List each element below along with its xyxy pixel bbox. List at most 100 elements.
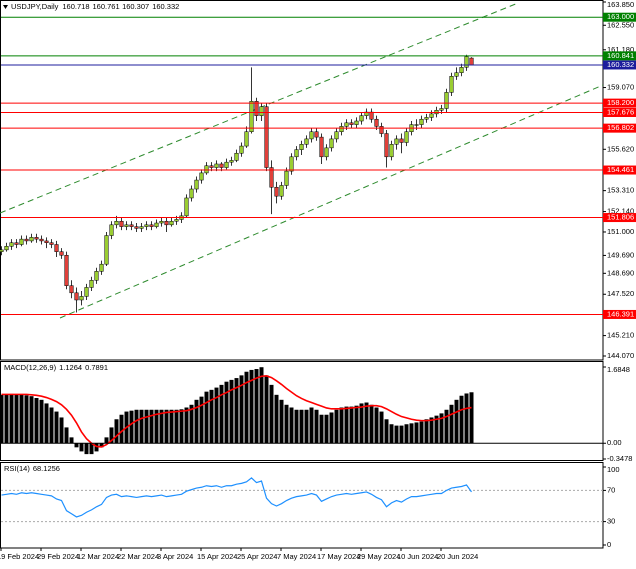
candle-body [164, 220, 169, 226]
macd-header: MACD(12,26,9) 1.1264 0.7891 [4, 363, 108, 372]
histogram-bar [449, 404, 454, 444]
panel: 100 70 30 0 [1, 465, 620, 549]
signal-line [1, 375, 472, 448]
candle-body [104, 235, 109, 265]
level-label: 160.332 [607, 60, 634, 69]
channel-upper [0, 2, 519, 214]
histogram-bar [214, 387, 219, 444]
histogram-bar [274, 394, 279, 444]
candle-body [4, 246, 9, 251]
candle-body [349, 122, 354, 125]
y-tick-label: 152.140 [607, 207, 634, 216]
y-tick-label: 159.070 [607, 83, 634, 92]
chart-title: USDJPY,Daily [11, 2, 59, 11]
macd-title: MACD(12,26,9) [4, 363, 57, 372]
histogram-bar [349, 406, 354, 444]
level-label-box [603, 309, 636, 319]
histogram-bar [369, 404, 374, 444]
candle-body [99, 263, 104, 272]
histogram-bar [159, 409, 164, 444]
histogram-bar [249, 369, 254, 444]
x-tick-label: 7 May 2024 [277, 552, 316, 561]
level-label: 160.841 [607, 51, 634, 60]
y-tick-label: 145.210 [607, 331, 634, 340]
candle-body [399, 138, 404, 143]
histogram-bar [434, 415, 439, 444]
candle-body [249, 101, 254, 133]
candle-body [429, 113, 434, 118]
level-label: 156.802 [607, 123, 634, 132]
histogram-bar [339, 407, 344, 444]
histogram-bar [29, 396, 34, 444]
level-label: 158.200 [607, 98, 634, 107]
candle-body [344, 122, 349, 127]
x-tick-label: 22 Mar 2024 [117, 552, 159, 561]
level-label: 157.676 [607, 107, 634, 116]
histogram-bar [424, 419, 429, 444]
histogram-bar [419, 421, 424, 444]
open-value: 160.718 [62, 2, 89, 11]
histogram-bar [379, 411, 384, 444]
candle-body [254, 101, 259, 116]
histogram-bar [219, 384, 224, 444]
y-tick-label: 144.070 [607, 351, 634, 360]
histogram-bar [319, 414, 324, 444]
histogram-bar [279, 399, 284, 444]
candle-body [379, 126, 384, 134]
histogram-bar [119, 414, 124, 444]
histogram-bar [169, 409, 174, 444]
histogram-bar [149, 409, 154, 444]
level-label-box [603, 60, 636, 70]
histogram-bar [204, 391, 209, 444]
histogram-bar [9, 393, 14, 444]
x-tick-label: 10 Jun 2024 [397, 552, 438, 561]
candle-body [19, 238, 24, 245]
histogram-bar [394, 425, 399, 444]
histogram-bar [254, 369, 259, 444]
histogram-bar [289, 407, 294, 444]
candle-body [279, 185, 284, 197]
candle-body [109, 224, 114, 236]
candle-body [294, 149, 299, 158]
candle-body [234, 152, 239, 161]
y-tick-label: 148.690 [607, 268, 634, 277]
candle-body [319, 136, 324, 158]
candle-body [469, 57, 474, 66]
candle-body [264, 106, 269, 168]
rsi-header: RSI(14) 68.1256 [4, 464, 60, 473]
histogram-bar [464, 393, 469, 444]
histogram-bar [259, 367, 264, 444]
candle-body [459, 67, 464, 73]
level-label-box [603, 12, 636, 22]
candle-body [39, 238, 44, 242]
candle-body [369, 111, 374, 120]
candle-body [149, 224, 154, 227]
candle-body [194, 179, 199, 190]
y-tick-label: 0.00 [607, 438, 622, 447]
x-tick-label: 12 Mar 2024 [77, 552, 119, 561]
candle-body [299, 144, 304, 150]
histogram-bar [134, 409, 139, 444]
candle-body [224, 161, 229, 168]
level-label: 146.391 [607, 309, 634, 318]
histogram-bar [164, 409, 169, 444]
histogram-bar [49, 407, 54, 444]
histogram-bar [304, 409, 309, 444]
candle-body [424, 117, 429, 120]
histogram-bar [469, 392, 474, 444]
candle-body [154, 222, 159, 227]
level-label: 163.000 [607, 12, 634, 21]
candle-body [324, 147, 329, 158]
candle-body [69, 285, 74, 294]
candle-body [419, 118, 424, 125]
x-tick-label: 29 May 2024 [357, 552, 400, 561]
histogram-bar [294, 409, 299, 444]
histogram-bar [324, 414, 329, 444]
level-label-box [603, 98, 636, 108]
channel-lower [59, 84, 604, 319]
histogram-bar [144, 409, 149, 444]
candle-body [139, 226, 144, 229]
histogram-bar [79, 443, 84, 452]
candle-body [259, 106, 264, 116]
